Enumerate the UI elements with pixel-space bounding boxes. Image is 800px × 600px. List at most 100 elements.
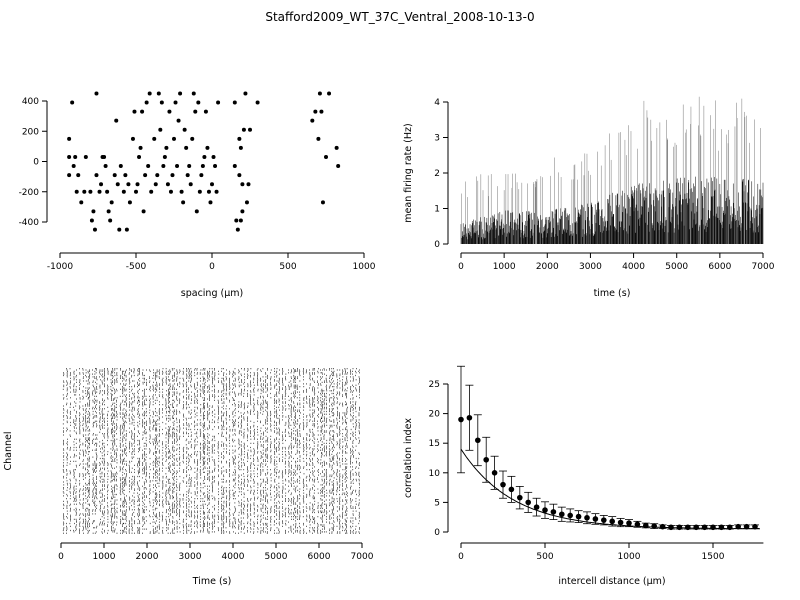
data-point (175, 164, 180, 169)
data-point (196, 100, 201, 105)
raster-channel-row (66, 395, 357, 397)
y-tick-label: -400 (19, 218, 40, 228)
data-point (118, 164, 123, 169)
data-point (97, 189, 102, 194)
raster-channel-row (63, 373, 353, 375)
data-point (149, 189, 154, 194)
x-axis-label: intercell distance (µm) (558, 576, 665, 587)
raster-channel-row (66, 404, 356, 406)
raster-channel-row (63, 452, 360, 454)
raster-channel-row (74, 401, 357, 403)
data-point (214, 189, 219, 194)
fit-curve (460, 448, 760, 530)
data-point (500, 481, 506, 488)
raster-channel-row (75, 511, 360, 514)
data-point (200, 164, 205, 169)
x-tick-label: 1000 (618, 552, 641, 562)
data-point (91, 209, 96, 214)
raster-channel-row (63, 431, 360, 433)
data-point (601, 517, 607, 523)
data-point (244, 200, 249, 205)
raster-channel-row (73, 531, 360, 533)
raster-channel-row (66, 482, 360, 485)
raster-channel-row (70, 377, 360, 379)
x-tick-label: 1500 (702, 552, 725, 562)
raster-channel-row (67, 453, 360, 456)
raster-channel-row (63, 481, 352, 483)
data-point (255, 100, 260, 105)
raster-channel-row (67, 438, 357, 440)
data-point (159, 100, 164, 105)
raster-channel-row (63, 449, 356, 451)
raster-channel-row (63, 522, 360, 525)
data-point (103, 164, 108, 169)
raster-channel-row (66, 387, 360, 389)
data-point (334, 145, 339, 150)
data-point (701, 524, 708, 531)
data-point (74, 189, 79, 194)
data-point (105, 189, 110, 194)
raster-channel-row (63, 427, 360, 429)
raster-channel-row (63, 444, 347, 446)
raster-channel-row (63, 409, 360, 411)
raster-channel-row (69, 406, 360, 408)
raster-channel-row (63, 412, 360, 414)
raster-channel-row (62, 388, 360, 391)
raster-channel-row (63, 442, 360, 444)
raster-channel-row (69, 463, 360, 465)
page-title: Stafford2009_WT_37C_Ventral_2008-10-13-0 (265, 10, 535, 24)
data-point (743, 523, 750, 530)
data-point (76, 173, 81, 178)
raster-channel-row (66, 376, 360, 378)
data-point (176, 118, 181, 123)
x-axis-label: Time (s) (192, 576, 232, 587)
x-tick-label: 7000 (752, 262, 775, 272)
raster-channel-row (63, 380, 360, 382)
raster-channel-row (67, 428, 356, 431)
x-tick-label: -500 (126, 262, 147, 272)
raster-channel-row (63, 374, 356, 377)
raster-channel-row (66, 525, 357, 527)
data-point (109, 200, 114, 205)
data-point (89, 218, 94, 223)
raster-channel-row (63, 441, 360, 443)
data-point (466, 414, 473, 421)
data-point (182, 127, 187, 132)
data-point (138, 145, 143, 150)
raster-channel-row (63, 521, 352, 523)
data-point (243, 91, 248, 96)
raster-channel-row (82, 467, 360, 469)
data-point (634, 521, 641, 528)
raster-channel-row (63, 434, 356, 436)
raster-channel-row (70, 424, 360, 426)
data-point (172, 136, 176, 141)
raster-channel-row (63, 430, 360, 432)
raster-channel-row (70, 391, 360, 393)
raster-channel-row (63, 507, 360, 509)
data-point (124, 227, 129, 232)
data-point (117, 227, 122, 232)
raster-channel-row (66, 420, 357, 422)
data-point (475, 437, 481, 444)
raster-channel-row (63, 415, 360, 417)
raster-channel-row (82, 451, 354, 453)
data-point (134, 189, 138, 194)
data-point (108, 218, 113, 223)
data-point (718, 524, 725, 531)
data-point (676, 524, 683, 531)
raster-channel-row (67, 383, 360, 385)
x-tick-label: 1000 (493, 262, 516, 272)
raster-channel-row (66, 368, 357, 370)
data-point (232, 100, 237, 105)
data-point (651, 523, 657, 529)
raster-channel-row (63, 398, 354, 400)
raster-channel-row (63, 419, 360, 421)
y-tick-label: 1 (434, 205, 440, 215)
data-point (752, 523, 758, 530)
raster-channel-row (66, 369, 360, 371)
raster-channel-row (70, 435, 354, 438)
raster-channel-row (66, 390, 360, 392)
data-point (234, 218, 239, 223)
raster-channel-row (63, 532, 360, 534)
